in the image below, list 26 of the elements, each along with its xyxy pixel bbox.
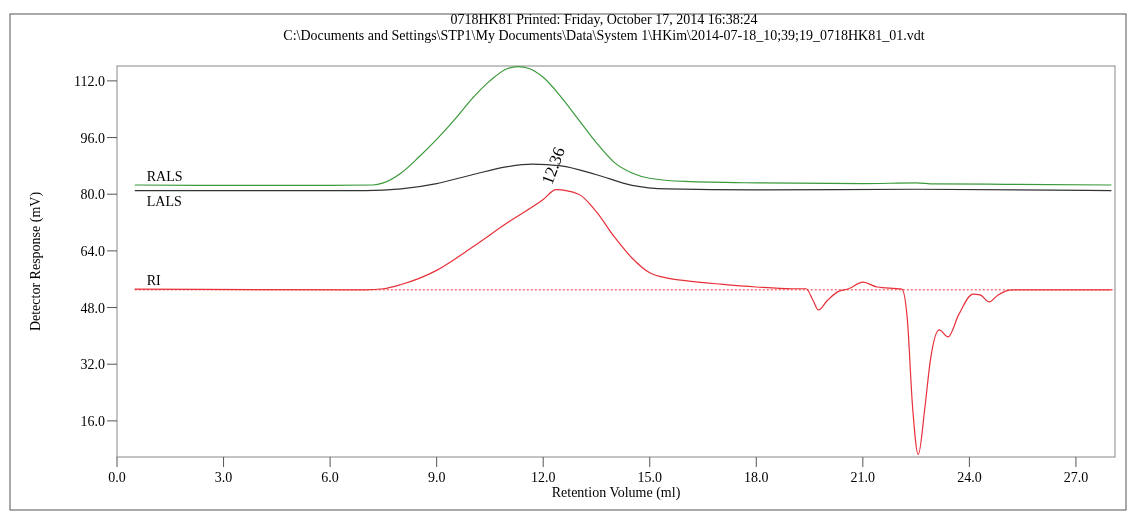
x-tick-label: 0.0 xyxy=(108,470,126,485)
x-tick-label: 24.0 xyxy=(957,470,982,485)
series-label: LALS xyxy=(146,193,182,209)
series-label: RI xyxy=(146,273,162,289)
chart-subtitle: C:\Documents and Settings\STP1\My Documents\Data\System 1\HKim\2014-07-18_10;39;19_0718HK81_01.vdt xyxy=(283,28,925,43)
y-tick-label: 80.0 xyxy=(80,187,105,203)
y-tick-label: 32.0 xyxy=(80,357,105,373)
x-tick-label: 27.0 xyxy=(1063,470,1089,485)
x-tick-label: 15.0 xyxy=(637,470,662,485)
x-tick-label: 3.0 xyxy=(214,470,233,485)
line-series xyxy=(134,66,1113,186)
y-tick-label: 112.0 xyxy=(74,73,105,89)
y-axis-title: Detector Response (mV) xyxy=(28,191,44,332)
x-tick-label: 21.0 xyxy=(850,470,876,485)
x-tick-label: 9.0 xyxy=(427,470,446,485)
y-tick-label: 16.0 xyxy=(80,413,105,429)
x-tick-label: 12.0 xyxy=(530,470,556,485)
series-label: RALS xyxy=(146,169,183,184)
x-axis-title: Retention Volume (ml) xyxy=(551,485,681,501)
annotation: 12.36 xyxy=(537,144,569,187)
y-tick-label: 64.0 xyxy=(80,243,105,259)
y-tick-label: 48.0 xyxy=(80,300,105,316)
chart-title: 0718HK81 Printed: Friday, October 17, 2014 16:38:24 xyxy=(450,12,758,27)
x-tick-label: 18.0 xyxy=(744,470,769,485)
y-tick-label: 96.0 xyxy=(80,130,105,146)
x-tick-label: 6.0 xyxy=(321,470,339,485)
